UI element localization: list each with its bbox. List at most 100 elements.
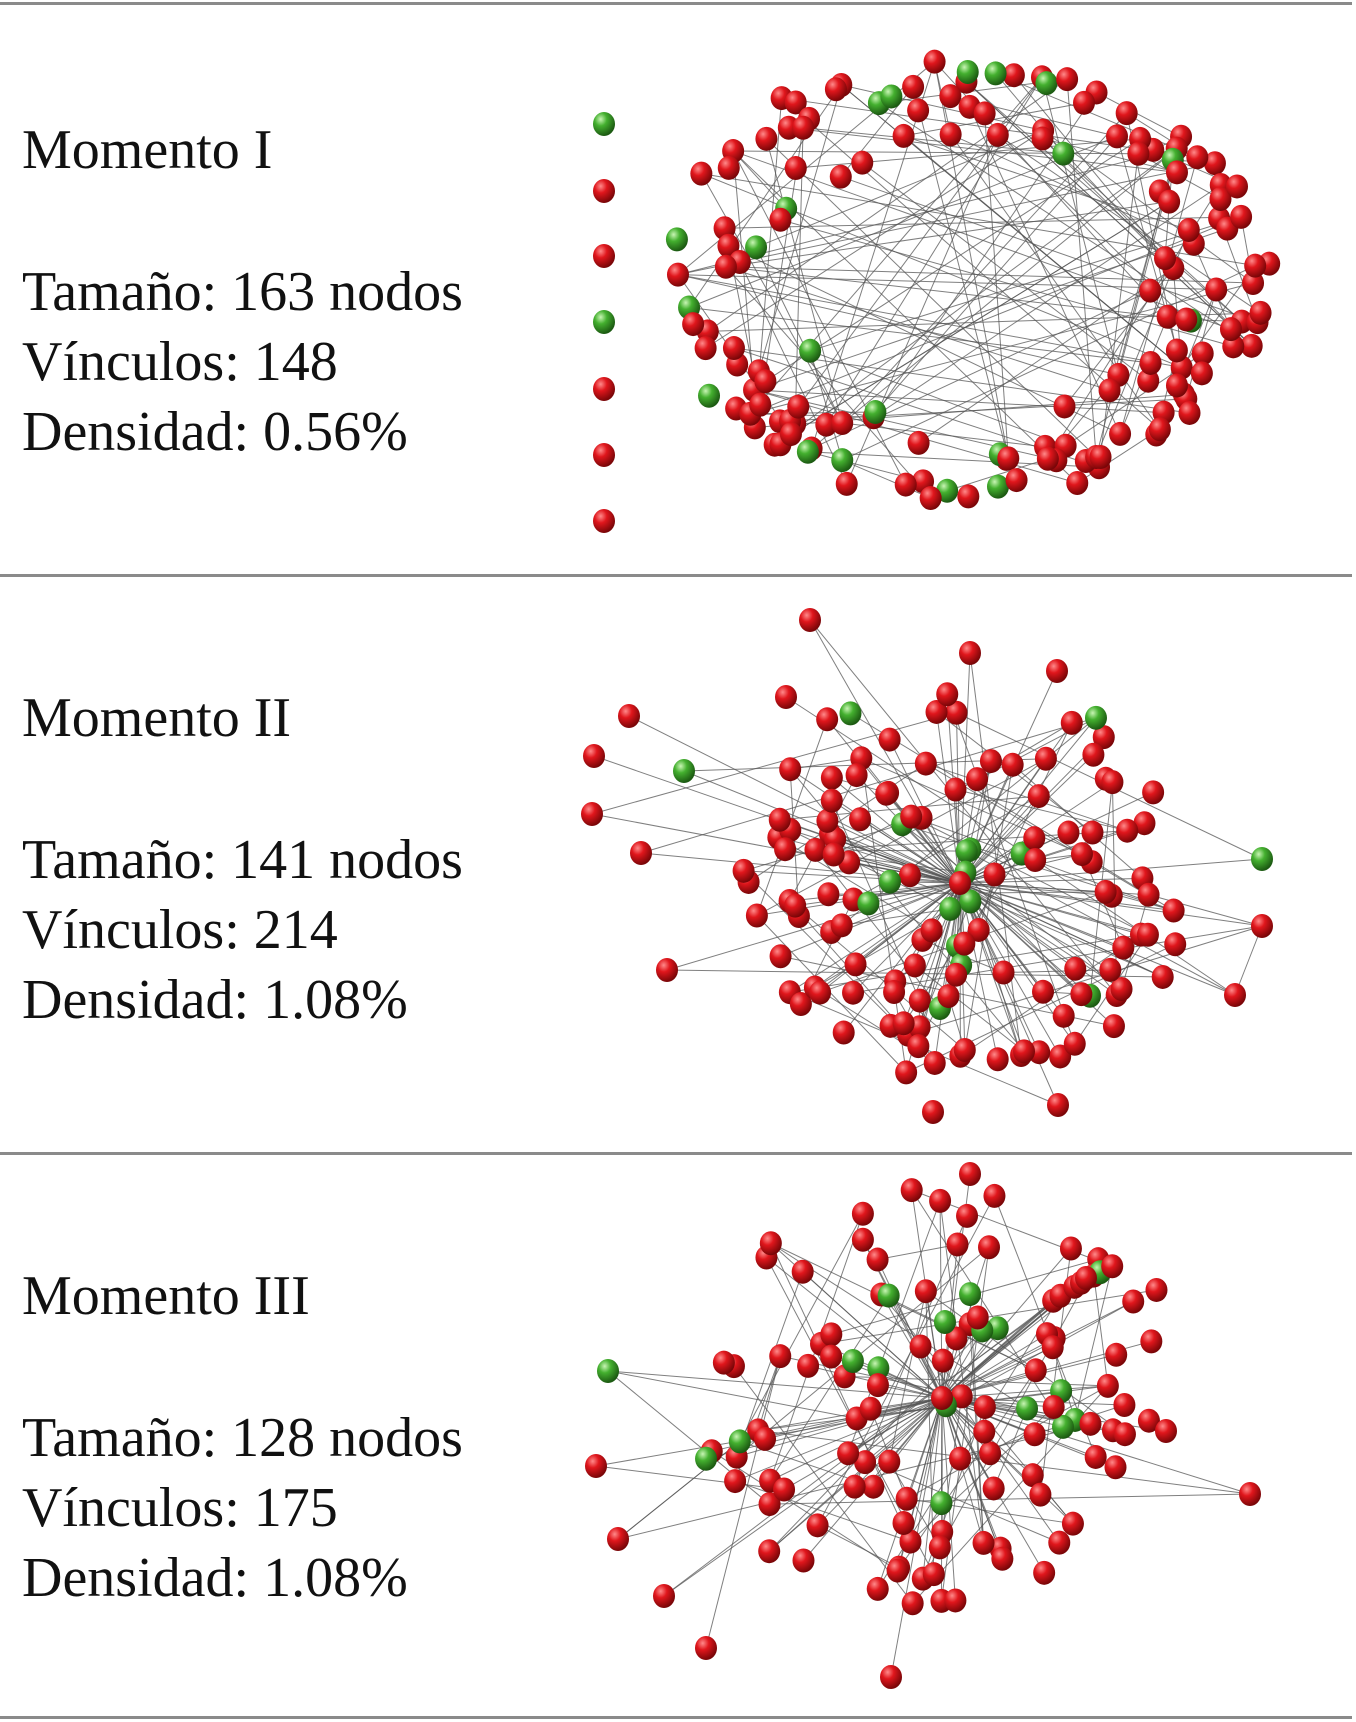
node-red bbox=[949, 871, 971, 895]
node-red bbox=[1112, 935, 1135, 960]
node-red bbox=[1164, 932, 1187, 957]
edge bbox=[595, 1465, 785, 1491]
node-red bbox=[754, 1426, 777, 1451]
edge bbox=[1095, 159, 1174, 458]
edge bbox=[725, 201, 1170, 268]
node-red bbox=[907, 430, 930, 455]
node-green bbox=[796, 439, 819, 464]
node-red bbox=[722, 336, 745, 361]
edge bbox=[766, 138, 1097, 458]
node-red bbox=[851, 1201, 874, 1226]
node-red bbox=[769, 207, 792, 232]
edge bbox=[922, 1397, 943, 1579]
node-red bbox=[1031, 126, 1054, 151]
panel-1-links: Vínculos: 148 bbox=[22, 331, 338, 393]
panel-1-title: Momento I bbox=[22, 119, 273, 181]
node-red bbox=[593, 509, 615, 533]
node-red bbox=[944, 777, 967, 802]
node-red bbox=[939, 122, 962, 147]
node-red bbox=[1136, 922, 1159, 947]
node-red bbox=[1153, 246, 1176, 271]
node-red bbox=[922, 1562, 945, 1587]
node-red bbox=[1105, 1342, 1128, 1367]
node-red bbox=[880, 1665, 902, 1689]
node-red bbox=[1177, 218, 1200, 243]
edge bbox=[758, 1390, 1062, 1431]
edge bbox=[811, 61, 936, 449]
node-red bbox=[914, 751, 937, 776]
node-red bbox=[779, 422, 802, 447]
edge bbox=[959, 717, 1097, 884]
node-red bbox=[957, 484, 980, 509]
node-red bbox=[792, 1548, 815, 1573]
node-red bbox=[923, 1050, 946, 1075]
node-red bbox=[1162, 898, 1185, 923]
edge bbox=[758, 1429, 1251, 1495]
node-red bbox=[1027, 784, 1050, 809]
node-red bbox=[694, 336, 717, 361]
node-red bbox=[1023, 826, 1046, 851]
node-red bbox=[1002, 63, 1025, 88]
node-red bbox=[816, 707, 839, 732]
edge bbox=[750, 413, 874, 418]
edge bbox=[1013, 74, 1166, 259]
edge bbox=[959, 882, 1106, 893]
edge bbox=[959, 882, 1111, 971]
edge bbox=[966, 81, 1253, 347]
node-red bbox=[931, 1348, 954, 1373]
node-red bbox=[967, 917, 990, 942]
node-red bbox=[832, 1020, 855, 1045]
node-green bbox=[745, 235, 768, 260]
node-red bbox=[1013, 1039, 1036, 1064]
node-red bbox=[907, 98, 930, 123]
edge bbox=[842, 459, 931, 499]
node-red bbox=[724, 1469, 747, 1494]
edge bbox=[841, 908, 951, 926]
node-red bbox=[815, 412, 838, 437]
node-red bbox=[618, 704, 640, 728]
node-green bbox=[959, 1282, 982, 1307]
node-red bbox=[1205, 277, 1228, 302]
node-green bbox=[1251, 847, 1273, 871]
edge bbox=[959, 853, 1083, 884]
edge bbox=[707, 78, 1068, 332]
node-red bbox=[1239, 1482, 1261, 1506]
node-red bbox=[1066, 470, 1089, 495]
node-red bbox=[979, 1441, 1002, 1466]
node-red bbox=[745, 903, 768, 928]
edge bbox=[873, 184, 1222, 418]
panel-3-density: Densidad: 1.08% bbox=[22, 1547, 408, 1609]
edge bbox=[768, 1286, 1075, 1552]
edge bbox=[907, 925, 1263, 1036]
node-red bbox=[1127, 141, 1150, 166]
edge bbox=[861, 162, 1149, 382]
node-red bbox=[945, 1326, 968, 1351]
edge bbox=[966, 850, 1236, 996]
node-red bbox=[851, 1227, 874, 1252]
node-red bbox=[1145, 1277, 1168, 1302]
node-red bbox=[759, 1231, 782, 1256]
node-red bbox=[1106, 124, 1129, 149]
edge bbox=[842, 265, 1256, 461]
node-red bbox=[892, 1511, 915, 1535]
edge bbox=[875, 136, 1118, 413]
node-red bbox=[883, 979, 906, 1004]
edge bbox=[774, 148, 1177, 446]
node-red bbox=[1110, 977, 1133, 1002]
edge bbox=[725, 266, 932, 499]
edge bbox=[739, 261, 848, 485]
node-red bbox=[866, 1373, 889, 1398]
node-red bbox=[1092, 725, 1115, 750]
node-red bbox=[907, 1034, 930, 1059]
edge bbox=[736, 1271, 804, 1457]
node-green bbox=[1016, 1396, 1039, 1421]
node-red bbox=[690, 161, 713, 186]
node-red bbox=[1056, 67, 1079, 92]
node-red bbox=[1081, 820, 1104, 845]
node-red bbox=[1047, 1093, 1069, 1117]
edge bbox=[607, 1370, 857, 1419]
edge bbox=[769, 1295, 890, 1481]
node-red bbox=[959, 1162, 981, 1186]
panel-1-size: Tamaño: 163 nodos bbox=[22, 261, 463, 323]
edge bbox=[725, 266, 1187, 320]
